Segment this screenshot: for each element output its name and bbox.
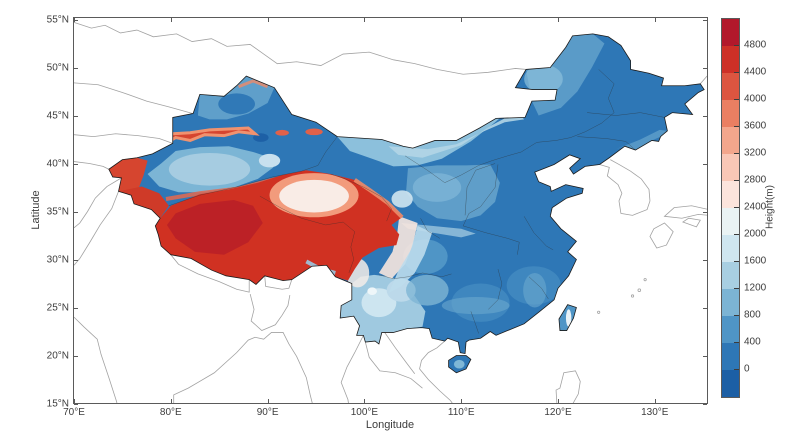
colorbar-tick-label: 400 <box>744 336 761 348</box>
colorbar-band <box>722 100 739 127</box>
y-tick-label: 40°N <box>46 158 69 169</box>
colorbar-band <box>722 181 739 208</box>
y-tickmark <box>703 307 707 309</box>
y-tick-label: 30°N <box>46 254 69 265</box>
x-tick-label: 90°E <box>256 407 279 418</box>
x-tickmark <box>364 18 366 22</box>
colorbar-tick-label: 1200 <box>744 282 767 294</box>
colorbar-tickmark <box>734 180 739 181</box>
colorbar-tickmark <box>734 288 739 289</box>
y-tickmark <box>74 307 78 309</box>
colorbar-tick-label: 2000 <box>744 228 767 240</box>
x-tick-label: 70°E <box>63 407 85 418</box>
colorbar-tickmark <box>734 72 739 73</box>
y-tickmark <box>703 19 707 21</box>
colorbar-band <box>722 154 739 181</box>
x-tickmark <box>558 18 559 22</box>
y-tickmark <box>703 403 707 405</box>
x-tickmark <box>558 399 559 403</box>
y-tick-label: 50°N <box>46 62 69 73</box>
x-tick-label: 130°E <box>641 407 669 418</box>
colorbar-tickmark <box>734 342 739 343</box>
colorbar-tick-label: 4800 <box>744 39 767 51</box>
colorbar-band <box>722 127 739 154</box>
colorbar-tick-label: 2400 <box>744 201 767 213</box>
x-axis-label: Longitude <box>365 419 415 431</box>
y-tickmark <box>703 115 707 117</box>
x-tickmark <box>364 399 366 403</box>
colorbar-tick-label: 800 <box>744 309 761 321</box>
colorbar-tickmark <box>734 261 739 262</box>
colorbar-band <box>722 343 739 370</box>
colorbar-tick-label: 4400 <box>744 66 767 78</box>
colorbar-tickmark <box>734 153 739 154</box>
colorbar-tick-label: 4000 <box>744 93 767 105</box>
y-tick-label: 55°N <box>46 14 69 25</box>
colorbar-tick-label: 2800 <box>744 174 767 186</box>
x-tickmark <box>654 18 656 22</box>
colorbar-band <box>722 289 739 316</box>
y-tickmark <box>703 67 707 69</box>
colorbar-tick-label: 3600 <box>744 120 767 132</box>
y-tick-label: 45°N <box>46 110 69 121</box>
colorbar-tickmark <box>734 207 739 208</box>
x-tickmark <box>267 18 269 22</box>
colorbar-tickmark <box>734 234 739 235</box>
elevation-overlays <box>108 33 668 369</box>
colorbar-band <box>722 262 739 289</box>
x-tickmark <box>267 399 269 403</box>
colorbar-band <box>722 316 739 343</box>
colorbar-band <box>722 19 739 46</box>
y-tickmark <box>74 19 78 21</box>
x-tickmark <box>74 399 75 403</box>
china-elevation-map <box>73 17 708 404</box>
y-tickmark <box>74 259 78 261</box>
colorbar-tickmark <box>734 126 739 127</box>
colorbar <box>721 18 740 398</box>
colorbar-band <box>722 73 739 100</box>
colorbar-band <box>722 370 739 397</box>
province-borders <box>169 69 665 333</box>
x-tickmark <box>654 399 656 403</box>
x-tickmark <box>461 399 463 403</box>
y-tickmark <box>74 163 78 165</box>
y-tick-label: 25°N <box>46 302 69 313</box>
y-tickmark <box>74 67 78 69</box>
colorbar-band <box>722 46 739 73</box>
y-tickmark <box>703 259 707 261</box>
colorbar-tickmark <box>734 369 739 370</box>
colorbar-tick-label: 1600 <box>744 255 767 267</box>
y-tickmark <box>74 355 78 357</box>
x-tickmark <box>170 18 172 22</box>
x-tickmark <box>461 18 463 22</box>
colorbar-tickmark <box>734 45 739 46</box>
colorbar-tickmark <box>734 315 739 316</box>
y-tick-label: 15°N <box>46 398 69 409</box>
y-tickmark <box>703 355 707 357</box>
y-tick-label: 35°N <box>46 206 69 217</box>
y-tickmark <box>74 403 78 405</box>
x-tick-label: 80°E <box>159 407 182 418</box>
y-tick-label: 20°N <box>46 350 69 361</box>
y-tickmark <box>703 163 707 165</box>
colorbar-tick-label: 3200 <box>744 147 767 159</box>
colorbar-band <box>722 208 739 235</box>
colorbar-tick-label: 0 <box>744 363 750 375</box>
colorbar-tickmark <box>734 99 739 100</box>
x-tick-label: 110°E <box>447 407 475 418</box>
x-tickmark <box>170 399 172 403</box>
y-axis-label: Latitude <box>30 190 42 230</box>
x-tick-label: 100°E <box>350 407 379 418</box>
colorbar-band <box>722 235 739 262</box>
y-tickmark <box>74 211 78 213</box>
y-tickmark <box>74 115 78 117</box>
neighbor-country-outlines <box>74 22 708 404</box>
y-tickmark <box>703 211 707 213</box>
x-tick-label: 120°E <box>544 407 572 418</box>
